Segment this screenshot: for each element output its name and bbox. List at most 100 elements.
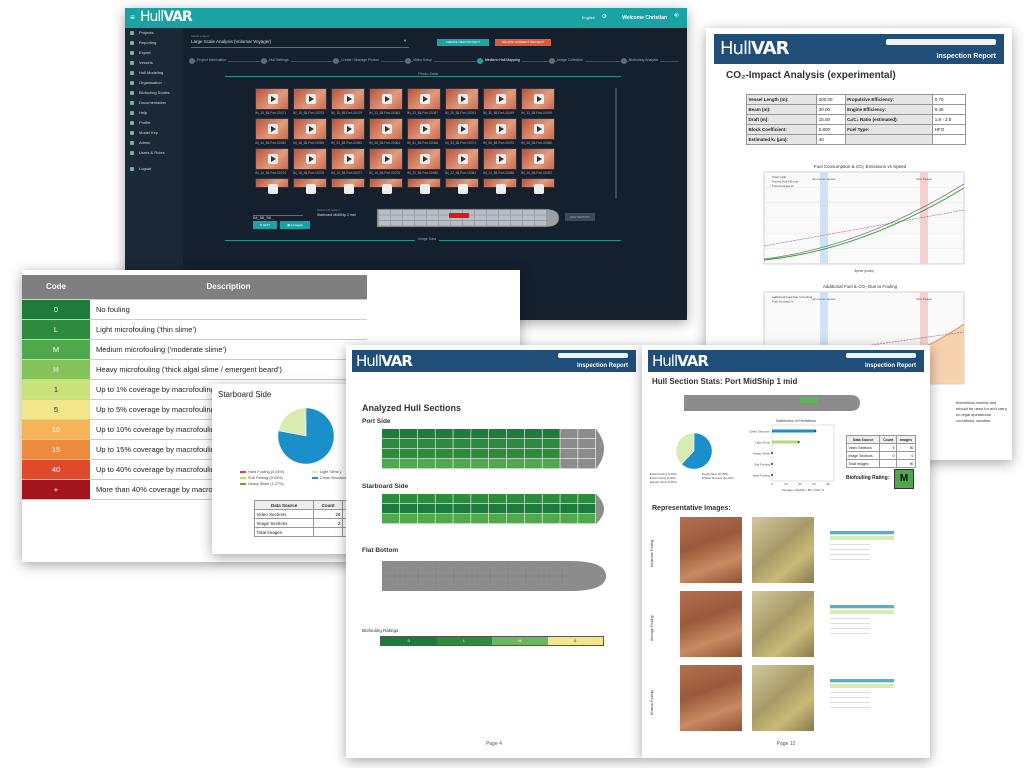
image-thumbnail[interactable]: [445, 118, 479, 140]
step-dot[interactable]: [477, 58, 483, 64]
hull-map-cell[interactable]: [427, 221, 438, 226]
step-label[interactable]: Biofouling Analysis: [629, 58, 661, 62]
step-dot[interactable]: [189, 58, 195, 64]
hull-map-cell[interactable]: [511, 210, 522, 215]
hull-photo[interactable]: [680, 517, 742, 583]
hull-photo[interactable]: [752, 591, 814, 657]
step-label[interactable]: Hull Settings: [269, 58, 291, 62]
image-thumbnail[interactable]: [407, 178, 441, 194]
sidebar-item-5[interactable]: Organisation: [125, 78, 183, 88]
hull-map-cell[interactable]: [427, 215, 438, 221]
image-thumbnail[interactable]: [293, 148, 327, 170]
hull-map-cell[interactable]: [403, 210, 414, 215]
hull-map-cell[interactable]: [379, 215, 390, 221]
image-thumbnail[interactable]: [255, 88, 289, 110]
image-thumbnail[interactable]: [521, 178, 555, 194]
hull-photo[interactable]: [752, 517, 814, 583]
hull-map-cell[interactable]: [487, 210, 498, 215]
sidebar-item-4[interactable]: Hull Modeling: [125, 68, 183, 78]
image-thumbnail[interactable]: [255, 118, 289, 140]
sidebar-item-7[interactable]: Documentation: [125, 98, 183, 108]
step-dot[interactable]: [621, 58, 627, 64]
step-label[interactable]: Project information: [197, 58, 229, 62]
sidebar-item-10[interactable]: Model Key: [125, 128, 183, 138]
hull-map-cell[interactable]: [523, 221, 534, 226]
image-thumbnail[interactable]: [369, 178, 403, 194]
hull-map-cell[interactable]: [439, 210, 450, 215]
sidebar-item-1[interactable]: Reporting: [125, 38, 183, 48]
hull-map-cell[interactable]: [391, 221, 402, 226]
create-project-button[interactable]: CREATE NEW PROJECT: [437, 39, 489, 46]
hull-map-cell[interactable]: [439, 221, 450, 226]
image-thumbnail[interactable]: [483, 118, 517, 140]
settings-icon[interactable]: ⚙: [601, 14, 607, 20]
sidebar-item-3[interactable]: Vessels: [125, 58, 183, 68]
hull-map-cell[interactable]: [427, 210, 438, 215]
step-label[interactable]: Video Setup: [413, 58, 435, 62]
hull-map-cell[interactable]: [403, 215, 414, 221]
hull-map-cell[interactable]: [391, 215, 402, 221]
image-thumbnail[interactable]: [255, 178, 289, 194]
sidebar-item-2[interactable]: Export: [125, 48, 183, 58]
language-selector[interactable]: English: [581, 15, 595, 20]
sidebar-item-6[interactable]: Biofouling Scales: [125, 88, 183, 98]
image-thumbnail[interactable]: [407, 148, 441, 170]
step-label[interactable]: Media to Hull Mapping: [485, 58, 522, 62]
hull-map-cell[interactable]: [487, 215, 498, 221]
hull-map-cell[interactable]: [463, 221, 474, 226]
hull-map-cell[interactable]: [511, 221, 522, 226]
sidebar-item-9[interactable]: Profile: [125, 118, 183, 128]
step-dot[interactable]: [405, 58, 411, 64]
image-thumbnail[interactable]: [407, 88, 441, 110]
hull-map-cell[interactable]: [475, 215, 486, 221]
image-thumbnail[interactable]: [521, 88, 555, 110]
hull-map-cell[interactable]: [415, 215, 426, 221]
hull-map-cell[interactable]: [499, 221, 510, 226]
sidebar-item-13[interactable]: Logout: [125, 164, 183, 174]
hull-map-cell[interactable]: [451, 210, 462, 215]
step-dot[interactable]: [333, 58, 339, 64]
logout-icon[interactable]: ⎆: [674, 13, 679, 19]
sidebar-item-12[interactable]: Users & Roles: [125, 148, 183, 158]
hull-map-cell[interactable]: [415, 210, 426, 215]
hull-photo[interactable]: [752, 665, 814, 731]
image-thumbnail[interactable]: [483, 178, 517, 194]
hull-map-cell[interactable]: [535, 215, 546, 221]
delete-project-button[interactable]: DELETE CURRENT PROJECT: [495, 39, 551, 46]
hull-map-cell[interactable]: [523, 215, 534, 221]
hull-map-cell[interactable]: [511, 215, 522, 221]
hull-map-cell[interactable]: [523, 210, 534, 215]
hull-map-cell[interactable]: [463, 210, 474, 215]
selected-image-field[interactable]: IM_58_58: [253, 206, 303, 220]
image-thumbnail[interactable]: [293, 118, 327, 140]
image-thumbnail[interactable]: [521, 118, 555, 140]
map-section-button[interactable]: MAP SECTION: [565, 213, 595, 221]
hull-map-selected-section[interactable]: [449, 213, 469, 218]
hull-photo[interactable]: [680, 665, 742, 731]
hull-map-cell[interactable]: [535, 221, 546, 226]
sidebar-item-0[interactable]: Projects: [125, 28, 183, 38]
hull-map-cell[interactable]: [499, 210, 510, 215]
image-thumbnail[interactable]: [293, 88, 327, 110]
hull-photo[interactable]: [680, 591, 742, 657]
step-dot[interactable]: [261, 58, 267, 64]
step-label[interactable]: Image Collection: [557, 58, 586, 62]
hull-map[interactable]: [375, 206, 561, 230]
images-button[interactable]: ▣ 0 images: [280, 221, 310, 229]
step-dot[interactable]: [549, 58, 555, 64]
hull-map-cell[interactable]: [415, 221, 426, 226]
hull-map-cell[interactable]: [535, 210, 546, 215]
scrollbar[interactable]: [615, 88, 617, 198]
hull-map-cell[interactable]: [451, 221, 462, 226]
project-select[interactable]: Select project Large Scale Analysis (Vol…: [191, 34, 409, 48]
image-thumbnail[interactable]: [331, 178, 365, 194]
image-thumbnail[interactable]: [331, 118, 365, 140]
image-thumbnail[interactable]: [369, 148, 403, 170]
image-thumbnail[interactable]: [293, 178, 327, 194]
step-label[interactable]: Create / Manage Photos: [341, 58, 381, 62]
hull-map-cell[interactable]: [403, 221, 414, 226]
image-thumbnail[interactable]: [445, 178, 479, 194]
image-thumbnail[interactable]: [521, 148, 555, 170]
app-logo[interactable]: HullVAR: [140, 9, 193, 25]
hull-map-cell[interactable]: [499, 215, 510, 221]
